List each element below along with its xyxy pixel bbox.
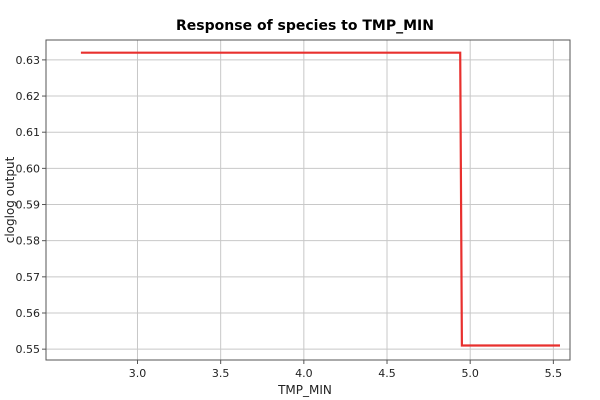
y-tick-label: 0.61 <box>16 126 41 139</box>
y-tick-label: 0.58 <box>16 235 41 248</box>
y-axis-label: cloglog output <box>3 156 17 243</box>
x-tick-label: 3.0 <box>129 367 147 380</box>
y-tick-label: 0.63 <box>16 54 41 67</box>
axis-ticks: 3.0 3.5 4.0 4.5 5.0 5.5 0.55 0.56 0.57 0.58 0.59 0.… <box>16 54 563 380</box>
x-axis-label: TMP_MIN <box>277 383 332 397</box>
series-layer <box>80 51 560 347</box>
y-tick-label: 0.56 <box>16 307 41 320</box>
chart-title: Response of species to TMP_MIN <box>176 18 434 34</box>
x-tick-label: 3.5 <box>212 367 230 380</box>
y-tick-label: 0.59 <box>16 199 41 212</box>
y-tick-label: 0.55 <box>16 343 41 356</box>
x-tick-label: 4.0 <box>295 367 313 380</box>
plot-area-frame <box>45 39 571 361</box>
response-line <box>80 51 560 347</box>
x-tick-label: 5.5 <box>545 367 563 380</box>
y-tick-label: 0.57 <box>16 271 41 284</box>
y-tick-label: 0.62 <box>16 90 41 103</box>
grid-lines <box>46 40 570 360</box>
x-tick-label: 4.5 <box>378 367 396 380</box>
y-tick-label: 0.60 <box>16 162 41 175</box>
x-tick-label: 5.0 <box>461 367 479 380</box>
